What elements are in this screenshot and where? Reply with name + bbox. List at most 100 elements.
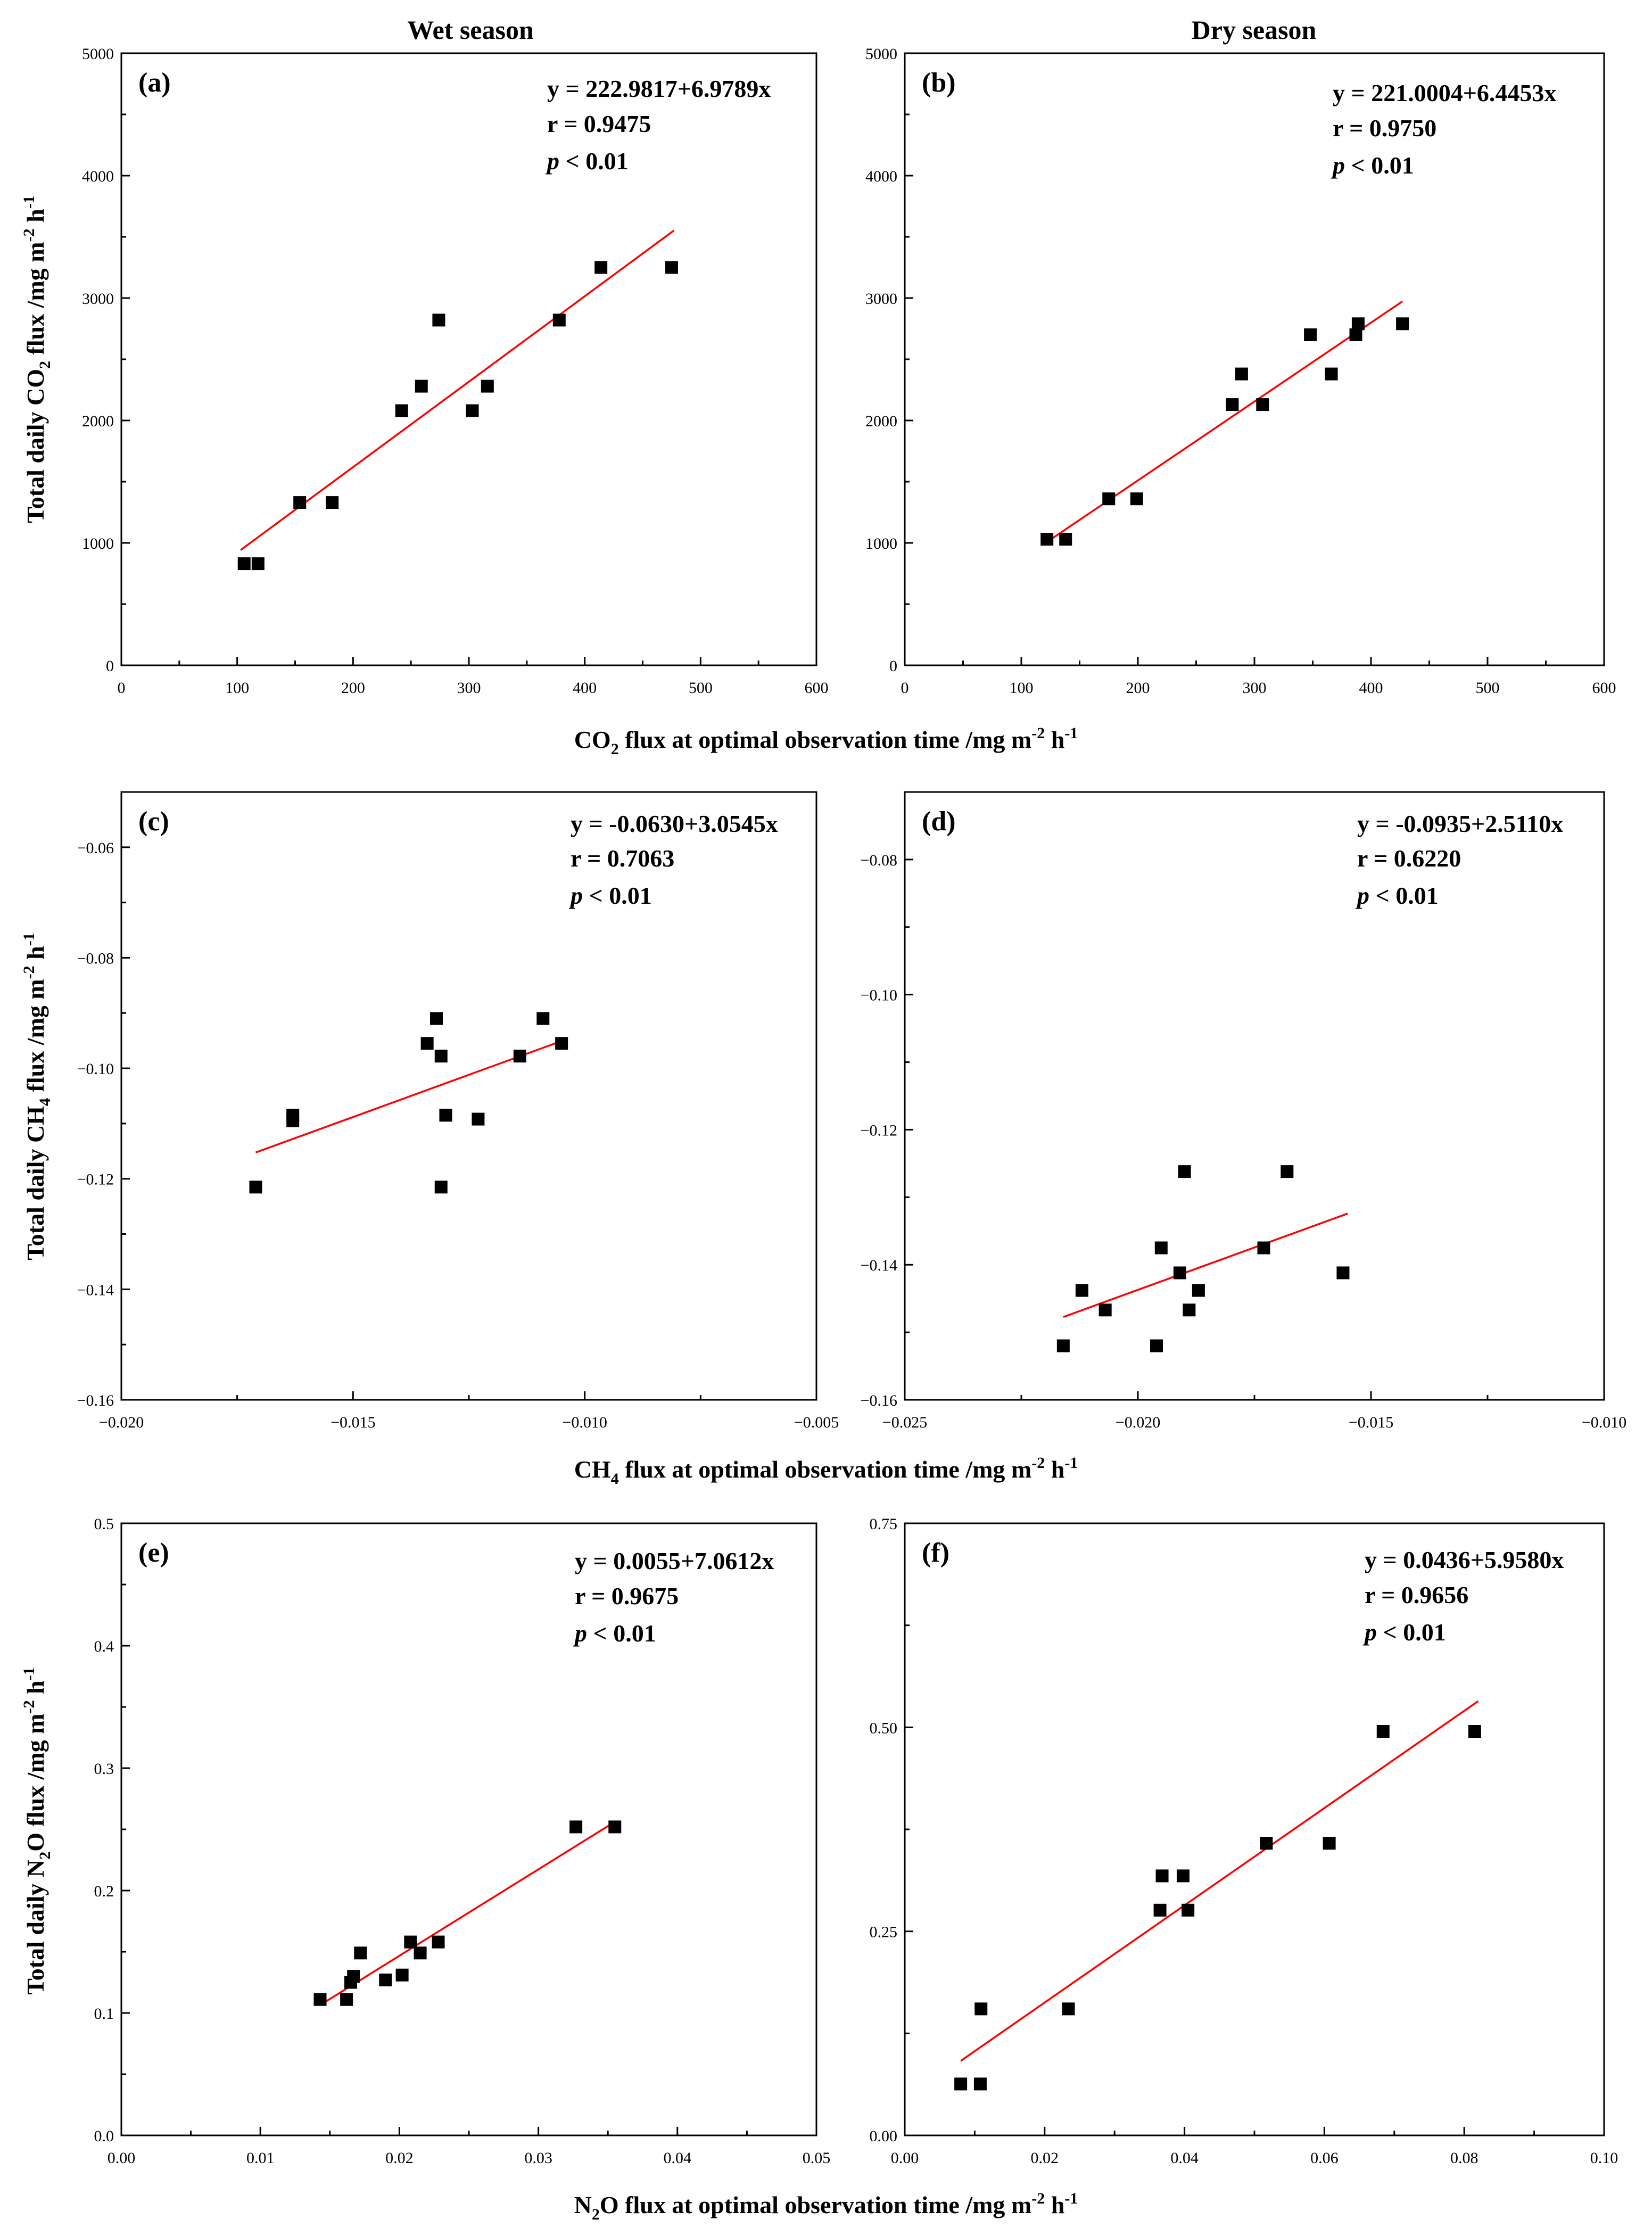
x-axis-title-co2: CO2 flux at optimal observation time /mg… <box>574 724 1078 758</box>
panel-c-frame <box>120 791 817 1401</box>
y-tick-label-d-1: −0.14 <box>861 1257 897 1274</box>
x-title-ch4-mid: h <box>1045 1456 1064 1483</box>
y-tick-label-a-3: 3000 <box>82 290 114 308</box>
y-title-n2o-mid: h <box>22 1680 49 1700</box>
x-title-n2o-mid: h <box>1045 2191 1064 2218</box>
y-tick-label-e-5: 0.5 <box>94 1515 114 1533</box>
data-point-e-3 <box>347 1970 360 1983</box>
data-point-e-4 <box>354 1946 367 1960</box>
annotation-a: y = 222.9817+6.9789x r = 0.9475 p < 0.01 <box>545 75 771 175</box>
x-tick-label-f-3: 0.06 <box>1310 2149 1339 2167</box>
x-tick-label-a-3: 300 <box>457 679 481 697</box>
data-point-e-10 <box>569 1820 583 1834</box>
data-point-c-2 <box>286 1114 300 1127</box>
y-title-co2-sub: 2 <box>36 361 54 369</box>
data-point-a-11 <box>665 261 678 274</box>
data-point-e-8 <box>414 1946 427 1960</box>
data-point-c-3 <box>420 1037 434 1050</box>
x-tick-label-b-5: 500 <box>1476 679 1500 697</box>
y-tick-label-d-0: −0.16 <box>861 1392 897 1409</box>
x-tick-label-c-3: −0.005 <box>794 1414 839 1431</box>
y-tick-label-f-1: 0.25 <box>870 1924 898 1941</box>
y-tick-label-b-2: 2000 <box>865 412 897 430</box>
data-point-c-10 <box>536 1012 550 1025</box>
data-point-f-4 <box>1153 1903 1167 1917</box>
x-tick-label-d-0: −0.025 <box>882 1414 927 1431</box>
y-axis-title-co2: Total daily CO2 flux /mg m-2 h-1 <box>20 195 54 523</box>
panel-d-frame <box>904 791 1605 1401</box>
data-point-d-3 <box>1150 1339 1163 1352</box>
data-point-a-5 <box>415 379 428 393</box>
x-title-co2-sub: 2 <box>611 740 619 758</box>
y-title-ch4-mid: h <box>22 946 49 966</box>
y-tick-label-c-4: −0.08 <box>77 950 114 967</box>
data-point-d-5 <box>1173 1266 1186 1280</box>
y-tick-label-a-0: 0 <box>106 657 114 675</box>
x-tick-label-b-0: 0 <box>901 679 909 697</box>
p-value-b: p < 0.01 <box>1331 152 1414 179</box>
y-title-ch4-sub: 4 <box>36 1098 54 1106</box>
x-tick-label-a-6: 600 <box>805 679 829 697</box>
data-point-f-8 <box>1260 1837 1273 1850</box>
x-tick-label-a-0: 0 <box>118 679 126 697</box>
x-title-co2-sup2: -1 <box>1064 724 1078 742</box>
season-label-dry: Dry season <box>1192 15 1317 45</box>
x-tick-label-f-5: 0.10 <box>1590 2149 1618 2167</box>
p-symbol-a: p <box>545 147 559 175</box>
data-point-b-5 <box>1235 367 1248 381</box>
equation-c: y = -0.0630+3.0545x <box>571 810 778 837</box>
p-rest-d: < 0.01 <box>1369 882 1439 909</box>
y-axis-title-ch4: Total daily CH4 flux /mg m-2 h-1 <box>20 933 54 1260</box>
y-title-ch4-sup1: -2 <box>20 966 38 979</box>
y-title-co2-sup1: -2 <box>20 228 38 242</box>
panel-label-d: (d) <box>922 806 956 837</box>
x-tick-label-a-4: 400 <box>573 679 597 697</box>
y-tick-label-c-1: −0.14 <box>77 1281 114 1299</box>
data-point-e-5 <box>379 1973 392 1986</box>
x-axis-title-ch4: CH4 flux at optimal observation time /mg… <box>574 1454 1078 1488</box>
data-point-b-3 <box>1130 492 1143 506</box>
panel-f-frame <box>904 1522 1605 2136</box>
panel-label-e: (e) <box>138 1538 169 1568</box>
y-tick-label-d-3: −0.10 <box>861 987 897 1004</box>
data-point-f-10 <box>1376 1725 1390 1738</box>
y-axis-title-n2o: Total daily N2O flux /mg m-2 h-1 <box>20 1667 54 1994</box>
x-title-n2o-pre: N <box>574 2191 592 2218</box>
y-tick-label-b-5: 5000 <box>865 45 897 63</box>
fit-line-a <box>240 229 675 551</box>
p-value-f: p < 0.01 <box>1362 1619 1446 1646</box>
x-tick-label-c-1: −0.015 <box>331 1414 375 1431</box>
panel-c: −0.020 −0.015 −0.010 −0.005 −0.16 −0.14 −0.12 −… <box>77 839 839 1431</box>
x-title-ch4-post: flux at optimal observation time /mg m <box>619 1456 1032 1483</box>
fit-line-f <box>960 1700 1479 2062</box>
data-point-c-11 <box>555 1037 568 1050</box>
x-tick-label-b-6: 600 <box>1592 679 1616 697</box>
equation-b: y = 221.0004+6.4453x <box>1333 79 1556 106</box>
x-tick-label-b-3: 300 <box>1243 679 1267 697</box>
y-title-co2-sup2: -1 <box>20 195 38 209</box>
y-tick-label-a-1: 1000 <box>82 535 114 552</box>
x-title-co2-mid: h <box>1045 726 1064 753</box>
data-point-b-4 <box>1226 398 1239 411</box>
panel-label-f: (f) <box>922 1538 949 1568</box>
x-title-n2o-sub: 2 <box>592 2206 600 2223</box>
data-point-d-2 <box>1098 1303 1112 1317</box>
x-tick-label-e-2: 0.02 <box>385 2149 414 2167</box>
r-value-e: r = 0.9675 <box>575 1582 679 1610</box>
data-point-f-1 <box>973 2077 987 2091</box>
x-tick-label-d-2: −0.015 <box>1349 1414 1393 1431</box>
y-title-n2o-post: O flux /mg m <box>22 1713 49 1851</box>
data-point-b-7 <box>1304 328 1317 341</box>
data-point-c-5 <box>434 1050 448 1063</box>
panel-f: 0.00 0.02 0.04 0.06 0.08 0.10 0.00 0.25 0.50 0.75 <box>870 1515 1618 2167</box>
annotation-d: y = -0.0935+2.5110x r = 0.6220 p < 0.01 <box>1355 810 1563 909</box>
r-value-a: r = 0.9475 <box>547 110 651 137</box>
panel-a-frame <box>120 52 817 666</box>
panel-d: −0.025 −0.020 −0.015 −0.010 −0.16 −0.14 −0.12 −… <box>861 852 1627 1431</box>
data-point-e-11 <box>608 1820 622 1834</box>
x-tick-label-f-1: 0.02 <box>1031 2149 1059 2167</box>
data-point-d-4 <box>1154 1241 1168 1255</box>
x-tick-label-e-0: 0.00 <box>108 2149 136 2167</box>
y-title-n2o-sup2: -1 <box>20 1667 38 1680</box>
